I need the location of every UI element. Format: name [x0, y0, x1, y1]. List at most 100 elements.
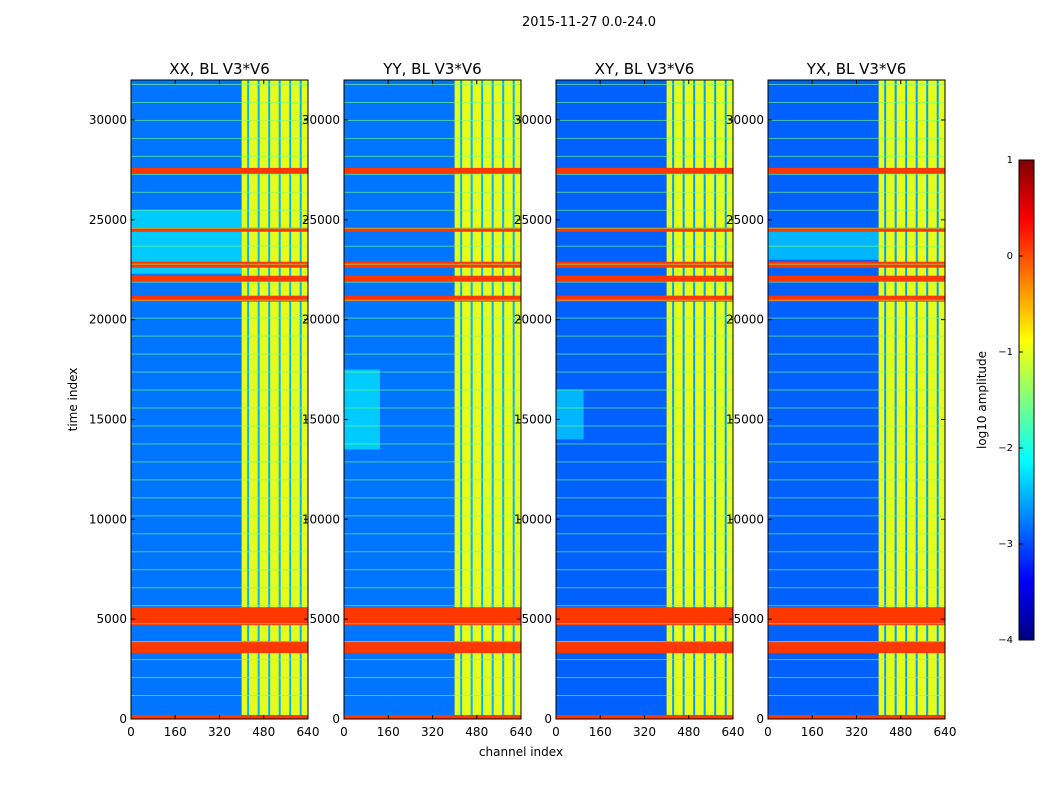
- heatmap-flag-line: [131, 263, 308, 265]
- heatmap-flag-line: [131, 497, 308, 499]
- y-tick-label: 25000: [302, 213, 340, 227]
- heatmap-rfi-gap: [289, 80, 292, 719]
- heatmap-flag-line: [344, 335, 521, 337]
- x-tick-label: 160: [164, 725, 187, 739]
- heatmap-bright-band: [556, 227, 733, 232]
- x-tick-label: 160: [589, 725, 612, 739]
- heatmap-flag-line: [131, 479, 308, 481]
- x-tick-label: 480: [889, 725, 912, 739]
- heatmap-bright-band: [344, 295, 521, 302]
- y-tick-label: 5000: [521, 612, 552, 626]
- heatmap-flag-line: [768, 623, 945, 625]
- heatmap-bright-band: [556, 641, 733, 654]
- y-tick-label: 10000: [514, 512, 552, 526]
- heatmap-flag-line: [131, 299, 308, 301]
- colorbar-tick-label: 1: [1007, 155, 1013, 166]
- panel-3: XY, BL V3*V6 0 160 320 480 640 0 5000 10000 15000…: [514, 60, 745, 739]
- y-tick-label: 20000: [726, 313, 764, 327]
- heatmap-rfi-gap: [491, 80, 494, 719]
- y-tick-label: 15000: [726, 412, 764, 426]
- heatmap-rfi-gap: [894, 80, 897, 719]
- heatmap-flag-line: [344, 371, 521, 373]
- heatmap-flag-line: [344, 299, 521, 301]
- heatmap-excess-region: [768, 229, 879, 260]
- heatmap-rfi-gap: [502, 80, 505, 719]
- heatmap-rfi-gap: [936, 80, 939, 719]
- heatmap-flag-line: [768, 83, 945, 85]
- heatmap-cells: [556, 80, 733, 719]
- x-tick-label: 320: [421, 725, 444, 739]
- heatmap-flag-line: [556, 281, 733, 283]
- heatmap-flag-line: [556, 695, 733, 697]
- colorbar-tick-label: −3: [998, 539, 1013, 550]
- heatmap-flag-line: [344, 281, 521, 283]
- heatmap-flag-line: [768, 497, 945, 499]
- heatmap-rfi-gap: [682, 80, 685, 719]
- heatmap-flag-line: [131, 317, 308, 319]
- heatmap-flag-line: [131, 407, 308, 409]
- heatmap-flag-line: [768, 155, 945, 157]
- y-tick-label: 15000: [89, 412, 127, 426]
- heatmap-bright-band: [131, 295, 308, 302]
- heatmap-flag-line: [131, 461, 308, 463]
- heatmap-bright-band: [768, 275, 945, 282]
- heatmap-flag-line: [556, 605, 733, 607]
- heatmap-flag-line: [131, 155, 308, 157]
- heatmap-bright-band: [556, 167, 733, 174]
- y-tick-label: 30000: [726, 113, 764, 127]
- heatmap-flag-line: [768, 119, 945, 121]
- heatmap-flag-line: [131, 335, 308, 337]
- heatmap-flag-line: [131, 605, 308, 607]
- heatmap-flag-line: [556, 389, 733, 391]
- panel-title: XX, BL V3*V6: [169, 60, 270, 78]
- heatmap-flag-line: [344, 407, 521, 409]
- heatmap-flag-line: [344, 317, 521, 319]
- heatmap-flag-line: [344, 479, 521, 481]
- heatmap-flag-line: [556, 155, 733, 157]
- colorbar-tick-label: −1: [998, 347, 1013, 358]
- heatmap-bright-band: [768, 227, 945, 232]
- heatmap-flag-line: [344, 119, 521, 121]
- heatmap-bright-band: [131, 607, 308, 626]
- heatmap-flag-line: [556, 371, 733, 373]
- heatmap-flag-line: [131, 515, 308, 517]
- heatmap-rfi-gap: [268, 80, 271, 719]
- heatmap-flag-line: [344, 83, 521, 85]
- heatmap-flag-line: [344, 695, 521, 697]
- heatmap-flag-line: [556, 245, 733, 247]
- y-tick-label: 25000: [89, 213, 127, 227]
- heatmap-bright-band: [131, 275, 308, 282]
- heatmap-flag-line: [556, 659, 733, 661]
- heatmap-rfi-gap: [693, 80, 696, 719]
- heatmap-flag-line: [344, 533, 521, 535]
- heatmap-flag-line: [556, 497, 733, 499]
- heatmap-flag-line: [768, 137, 945, 139]
- heatmap-flag-line: [556, 443, 733, 445]
- heatmap-flag-line: [344, 263, 521, 265]
- heatmap-flag-line: [344, 245, 521, 247]
- heatmap-cells: [344, 80, 521, 719]
- heatmap-flag-line: [768, 425, 945, 427]
- heatmap-cells: [131, 80, 308, 719]
- x-tick-label: 480: [252, 725, 275, 739]
- heatmap-bright-band: [131, 227, 308, 232]
- heatmap-flag-line: [768, 191, 945, 193]
- heatmap-rfi-gap: [512, 80, 515, 719]
- heatmap-flag-line: [556, 353, 733, 355]
- heatmap-flag-line: [344, 515, 521, 517]
- heatmap-flag-line: [556, 119, 733, 121]
- heatmap-bright-band: [344, 167, 521, 174]
- heatmap-flag-line: [768, 479, 945, 481]
- heatmap-flag-line: [344, 425, 521, 427]
- y-tick-label: 10000: [302, 512, 340, 526]
- heatmap-flag-line: [131, 101, 308, 103]
- y-tick-label: 0: [332, 712, 340, 726]
- heatmap-flag-line: [768, 335, 945, 337]
- heatmap-flag-line: [556, 335, 733, 337]
- heatmap-flag-line: [768, 353, 945, 355]
- heatmap-flag-line: [344, 353, 521, 355]
- y-tick-label: 20000: [89, 313, 127, 327]
- panel-title: YY, BL V3*V6: [382, 60, 481, 78]
- heatmap-rfi-gap: [278, 80, 281, 719]
- x-tick-label: 640: [934, 725, 957, 739]
